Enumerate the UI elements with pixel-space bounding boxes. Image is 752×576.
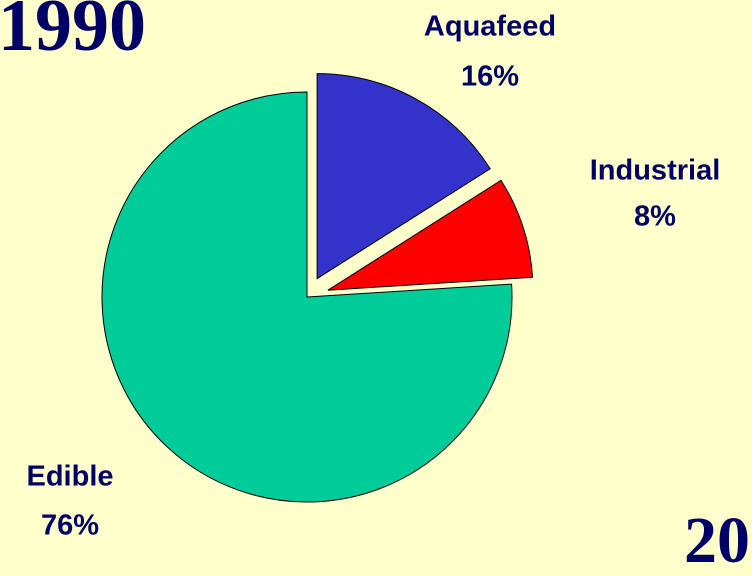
pie-slice <box>316 73 491 280</box>
slice-label: Aquafeed <box>424 11 556 43</box>
annotation: 20 <box>684 504 750 576</box>
pie-slice <box>101 91 513 503</box>
chart-title: 1990 <box>0 0 146 67</box>
slice-value-label: 16% <box>461 61 519 93</box>
slice-value-label: 76% <box>41 510 99 542</box>
pie-slice <box>327 179 534 291</box>
slice-value-label: 8% <box>634 201 676 233</box>
slice-label: Industrial <box>590 155 721 187</box>
slice-label: Edible <box>26 461 113 493</box>
